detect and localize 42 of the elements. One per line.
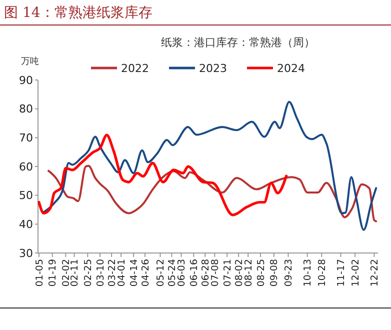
x-tick-label: 12-02: [350, 259, 362, 287]
line-series: [38, 134, 288, 216]
x-tick-label: 11-17: [336, 259, 348, 287]
legend-label: 2024: [277, 62, 305, 75]
line-series: [42, 100, 378, 231]
x-tick-label: 05-12: [156, 259, 167, 287]
x-tick-label: 06-28: [200, 259, 212, 287]
y-tick-label: 60: [19, 160, 33, 174]
y-tick-label: 90: [19, 74, 33, 87]
x-tick-label: 01-05: [34, 259, 46, 287]
legend-label: 2023: [199, 62, 227, 75]
x-tick-label: 04-26: [140, 259, 152, 287]
x-tick-label: 09-23: [284, 259, 295, 287]
x-tick-label: 03-22: [106, 259, 118, 287]
chart-title: 图 14：常熟港纸浆库存: [4, 5, 152, 21]
x-tick-label: 09-08: [269, 259, 280, 287]
y-axis-title: 万吨: [21, 56, 39, 67]
x-tick-label: 07-08: [210, 259, 222, 287]
line-series: [48, 164, 378, 222]
x-tick-label: 06-03: [176, 259, 188, 287]
x-tick-label: 10-28: [316, 259, 328, 287]
x-tick-label: 12-22: [370, 259, 381, 287]
x-tick-label: 02-25: [82, 259, 94, 287]
x-tick-label: 07-21: [222, 259, 234, 287]
y-tick-label: 40: [19, 218, 33, 232]
x-tick-label: 08-25: [256, 259, 267, 287]
x-tick-label: 01-19: [48, 259, 59, 287]
x-tick-label: 02-11: [70, 259, 81, 287]
legend-label: 2022: [121, 62, 149, 75]
x-tick-label: 03-10: [95, 259, 106, 287]
x-tick-label: 06-16: [189, 259, 200, 287]
y-tick-label: 50: [19, 189, 33, 202]
chart-subtitle: 纸浆：港口库存：常熟港（周）: [161, 36, 315, 49]
y-tick-label: 80: [19, 102, 33, 116]
x-tick-label: 08-02: [234, 259, 245, 287]
x-tick-label: 10-13: [302, 259, 314, 287]
x-tick-label: 04-01: [116, 259, 128, 287]
y-tick-label: 70: [19, 132, 33, 145]
x-tick-label: 05-24: [167, 259, 178, 287]
x-tick-label: 04-14: [128, 259, 140, 287]
y-tick-label: 30: [19, 246, 33, 260]
x-tick-label: 08-12: [243, 259, 254, 287]
